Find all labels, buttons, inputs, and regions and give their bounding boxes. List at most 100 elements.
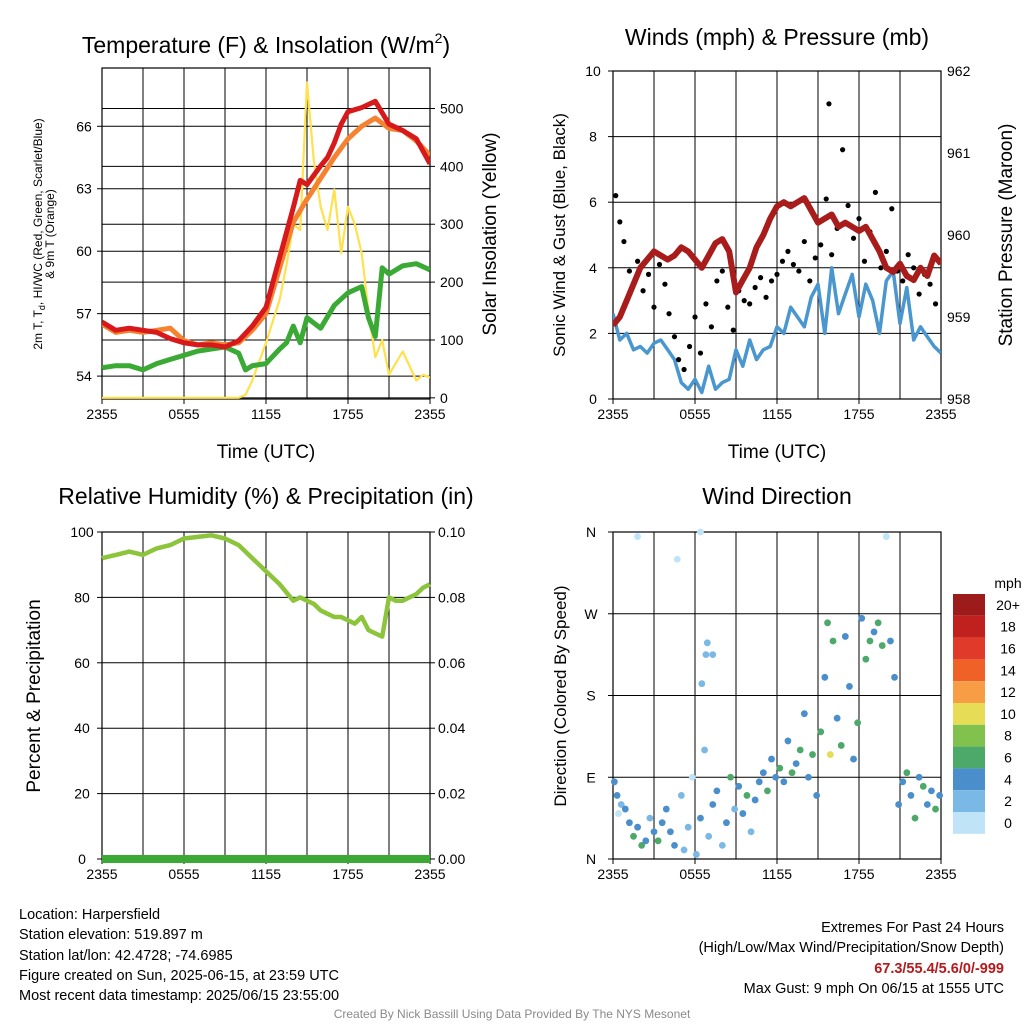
gust-point — [861, 258, 868, 264]
gust-point — [666, 311, 672, 317]
gust-point — [640, 288, 646, 294]
gust-point — [714, 278, 720, 284]
y-left-tick-label: 10 — [585, 63, 601, 79]
direction-point — [854, 719, 862, 727]
gust-point — [790, 261, 797, 268]
direction-point — [610, 778, 618, 786]
x-tick-label: 0555 — [679, 406, 710, 422]
gust-point — [911, 265, 917, 271]
legend-label: 20+ — [996, 597, 1020, 613]
direction-point — [833, 714, 841, 722]
direction-point — [837, 742, 845, 749]
legend-swatch — [953, 681, 985, 703]
direction-point — [915, 773, 923, 781]
legend-label: 14 — [1000, 662, 1016, 678]
series-relative-humidity-line — [101, 533, 431, 639]
x-tick-label: 1755 — [332, 866, 363, 882]
gust-point — [662, 281, 668, 287]
y-right-tick-label: 961 — [947, 145, 971, 161]
gust-point — [774, 271, 780, 277]
direction-point — [813, 792, 821, 799]
recent-data-text: Most recent data timestamp: 2025/06/15 2… — [19, 988, 340, 1005]
direction-point — [701, 746, 708, 754]
gust-point — [807, 278, 813, 284]
station-info: Location: Harpersfield Station elevation… — [19, 905, 339, 1006]
chart-4-frame — [612, 531, 942, 864]
direction-point — [780, 778, 788, 786]
gust-point — [651, 304, 657, 310]
y-right-tick-label: 959 — [947, 309, 971, 325]
chart-1-xlabel: Time (UTC) — [217, 442, 316, 463]
y-left-tick-label: 100 — [70, 524, 94, 540]
y-left-tick-label: 20 — [74, 786, 90, 802]
legend-label: 18 — [1000, 619, 1016, 635]
gust-point — [692, 314, 698, 320]
y-left-tick-label: 6 — [589, 194, 597, 210]
y-right-tick-label: 200 — [440, 274, 464, 290]
ylabel-part: 2m T, T — [31, 309, 45, 349]
x-tick-label: 1155 — [762, 866, 792, 882]
direction-point — [703, 639, 711, 647]
gust-point — [703, 301, 709, 307]
direction-point — [646, 814, 654, 822]
direction-point — [709, 651, 717, 659]
gust-point — [850, 235, 857, 241]
direction-point — [841, 633, 849, 640]
y-right-tick-label: 962 — [947, 63, 971, 79]
direction-point — [642, 837, 650, 845]
y-right-tick-label: 0.08 — [438, 589, 465, 605]
y-tick-label: N — [586, 524, 596, 540]
title-end: ) — [442, 32, 450, 58]
direction-point — [862, 655, 870, 663]
x-tick-label: 1155 — [251, 406, 281, 422]
gust-point — [889, 206, 895, 212]
gust-point — [900, 278, 906, 284]
gust-point — [916, 291, 922, 297]
legend-label: 6 — [1004, 750, 1012, 766]
chart-1-ylabel-left: 2m T, Td, HI/WC (Red, Green, Scarlet/Blu… — [31, 118, 47, 349]
y-left-tick-label: 8 — [589, 129, 597, 145]
gust-point — [840, 147, 846, 153]
direction-point — [617, 801, 625, 808]
direction-point — [772, 773, 780, 781]
direction-point — [899, 778, 907, 786]
direction-point — [613, 792, 621, 799]
direction-point — [702, 651, 710, 659]
y-right-tick-label: 0.02 — [438, 786, 465, 802]
x-tick-label: 0555 — [168, 866, 199, 882]
elevation-text: Station elevation: 519.897 m — [19, 927, 203, 944]
location-text: Location: Harpersfield — [19, 907, 161, 923]
direction-point — [903, 769, 911, 777]
series-sonic-wind-line — [613, 266, 941, 395]
direction-point — [874, 619, 882, 627]
gust-point — [927, 281, 933, 287]
legend-swatch — [953, 659, 985, 682]
direction-point — [923, 801, 931, 808]
x-tick-label: 2355 — [925, 406, 956, 422]
legend-label: 2 — [1004, 793, 1012, 809]
x-tick-label: 0555 — [679, 866, 710, 882]
gust-point — [932, 301, 939, 307]
extremes-info: Extremes For Past 24 Hours (High/Low/Max… — [699, 918, 1004, 999]
direction-point — [677, 792, 685, 799]
direction-point — [882, 533, 890, 540]
direction-point — [727, 773, 734, 781]
direction-point — [615, 810, 622, 817]
y-right-tick-label: 0.04 — [438, 720, 465, 736]
y-tick-label: E — [586, 769, 595, 785]
legend-label: 10 — [1000, 706, 1016, 722]
direction-point — [826, 751, 834, 758]
chart-3-ylabel-left: Percent & Precipitation — [24, 599, 45, 792]
direction-point — [755, 778, 763, 786]
gust-point — [686, 343, 693, 350]
chart-4-title: Wind Direction — [702, 483, 852, 509]
gust-point — [708, 324, 715, 330]
direction-point — [858, 614, 866, 622]
x-tick-label: 2355 — [597, 406, 628, 422]
direction-point — [688, 773, 696, 781]
legend-swatch — [953, 812, 985, 834]
direction-point — [638, 841, 646, 849]
direction-point — [759, 769, 767, 777]
chart-2-title: Winds (mph) & Pressure (mb) — [625, 24, 929, 50]
